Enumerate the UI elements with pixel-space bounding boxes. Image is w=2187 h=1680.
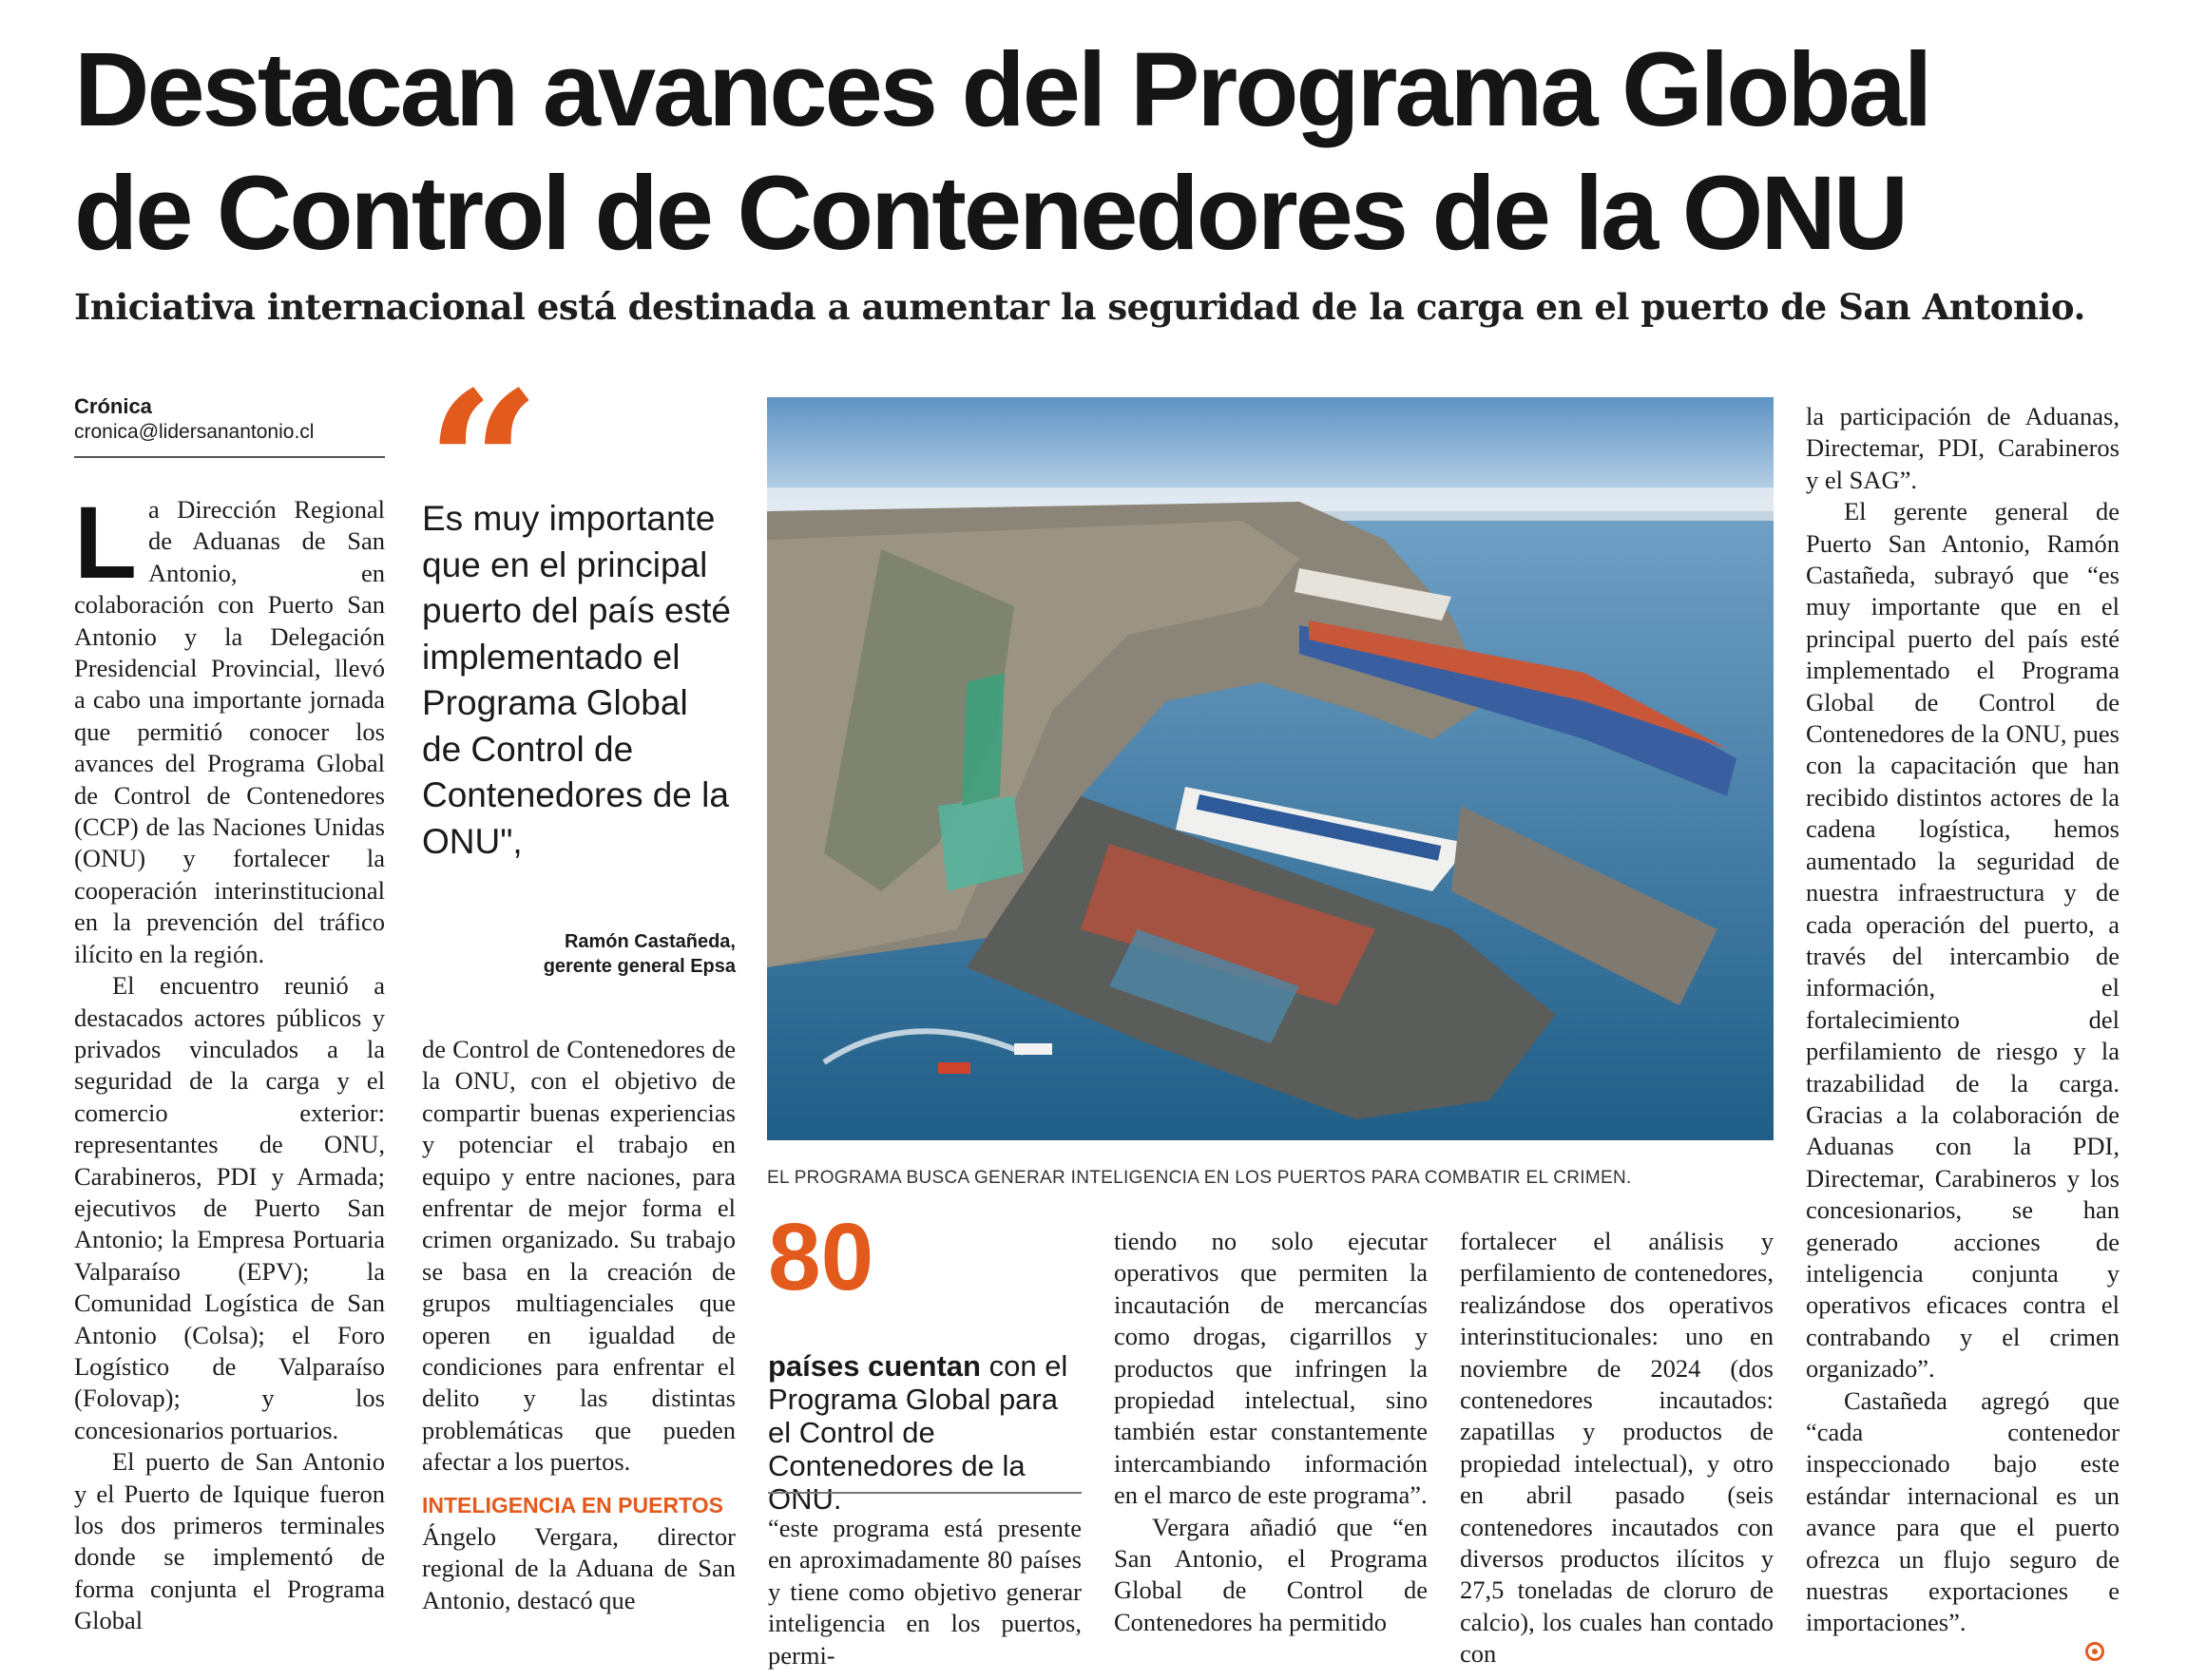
highlight-text-bold: países cuentan: [768, 1349, 981, 1383]
column-4-paragraph-1: tiendo no solo ejecutar operativos que p…: [1114, 1227, 1428, 1510]
column-6: la participación de Aduanas, Directemar,…: [1806, 401, 2120, 1639]
byline-email: cronica@lidersanantonio.cl: [74, 421, 315, 443]
column-5-paragraph-1: fortalecer el análisis y perfilamiento d…: [1460, 1227, 1774, 1669]
highlight-number: 80: [768, 1204, 874, 1310]
photo-caption: EL PROGRAMA BUSCA GENERAR INTELIGENCIA E…: [767, 1168, 1632, 1188]
highlight-divider: [768, 1492, 1082, 1494]
column-4-paragraph-2: Vergara añadió que “en San Antonio, el P…: [1114, 1512, 1428, 1636]
column-1-paragraph-3: El puerto de San Antonio y el Puerto de …: [74, 1447, 385, 1635]
column-1-paragraph-1-text: a Dirección Regional de Aduanas de San A…: [74, 495, 385, 968]
headline-line-1: Destacan avances del Programa Global: [74, 31, 1932, 148]
byline-divider: [74, 456, 385, 458]
column-5: fortalecer el análisis y perfilamiento d…: [1460, 1226, 1774, 1670]
section-subhead: INTELIGENCIA EN PUERTOS: [422, 1492, 723, 1518]
pull-quote: Es muy importante que en el principal pu…: [422, 499, 731, 861]
column-6-paragraph-3: Castañeda agregó que “cada contenedor in…: [1806, 1385, 2120, 1637]
column-2: de Control de Contenedores de la ONU, co…: [422, 1034, 736, 1616]
subheadline: Iniciativa internacional está destinada …: [74, 286, 2085, 328]
column-2-paragraph-1: de Control de Contenedores de la ONU, co…: [422, 1035, 736, 1477]
highlight-text-rest: con el Programa Global para el Control d…: [768, 1349, 1068, 1516]
column-4: tiendo no solo ejecutar operativos que p…: [1114, 1226, 1428, 1638]
column-1-paragraph-2: El encuentro reunió a destacados actores…: [74, 971, 385, 1444]
attribution-role: gerente general Epsa: [543, 956, 736, 977]
highlight-text: países cuentan con el Programa Global pa…: [768, 1349, 1082, 1516]
byline: Crónica cronica@lidersanantonio.cl: [74, 393, 385, 445]
headline: Destacan avances del Programa Global de …: [74, 29, 2127, 276]
headline-line-2: de Control de Contenedores de la ONU: [74, 155, 1909, 272]
column-6-paragraph-2: El gerente general de Puerto San Antonio…: [1806, 497, 2120, 1384]
pull-quote-attribution: Ramón Castañeda, gerente general Epsa: [422, 929, 736, 979]
column-2-paragraph-2: Ángelo Vergara, director regional de la …: [422, 1521, 736, 1614]
column-3: “este programa está presente en aproxima…: [768, 1513, 1082, 1671]
circle-end-icon: [2085, 1642, 2104, 1661]
column-6-paragraph-1: la participación de Aduanas, Directemar,…: [1806, 402, 2120, 494]
port-aerial-photo: [767, 397, 1774, 1140]
quote-icon: “: [426, 348, 541, 582]
attribution-name: Ramón Castañeda,: [564, 931, 736, 952]
byline-name: Crónica: [74, 394, 152, 418]
dropcap: L: [74, 485, 137, 600]
column-3-paragraph-1: “este programa está presente en aproxima…: [768, 1514, 1082, 1670]
